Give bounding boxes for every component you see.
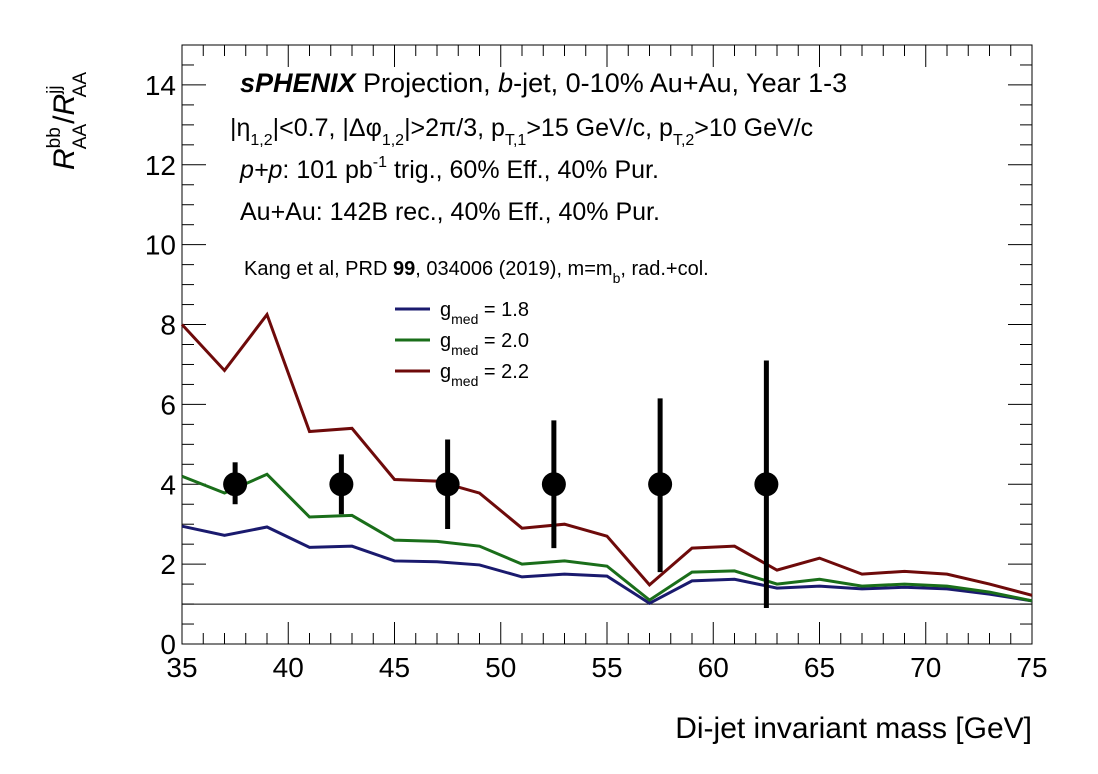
x-tick-label: 70 bbox=[910, 652, 941, 683]
y-tick-label: 14 bbox=[145, 70, 176, 101]
y-tick-label: 0 bbox=[160, 629, 176, 660]
projection-points bbox=[223, 360, 779, 609]
legend-entry: gmed = 1.8 bbox=[395, 299, 529, 327]
x-tick-label: 40 bbox=[273, 652, 304, 683]
data-point bbox=[648, 472, 673, 497]
x-tick-label: 60 bbox=[698, 652, 729, 683]
y-tick-label: 2 bbox=[160, 549, 176, 580]
y-tick-label: 6 bbox=[160, 389, 176, 420]
data-point bbox=[541, 472, 566, 497]
x-tick-label: 45 bbox=[379, 652, 410, 683]
data-point bbox=[754, 472, 779, 497]
y-tick-label: 10 bbox=[145, 230, 176, 261]
series-line-2 bbox=[180, 311, 1033, 597]
axes: 35 40 45 50 55 60 65 70 75 0 2 4 6 8 10 12 14 bbox=[145, 44, 1048, 683]
x-tick-label: 65 bbox=[804, 652, 835, 683]
x-tick-label: 35 bbox=[166, 652, 197, 683]
annotation-line4: Au+Au: 142B rec., 40% Eff., 40% Pur. bbox=[240, 198, 660, 226]
x-axis-title: Di-jet invariant mass [GeV] bbox=[675, 712, 1032, 745]
y-tick-label: 8 bbox=[160, 310, 176, 341]
legend-label: gmed = 2.0 bbox=[440, 330, 529, 358]
data-point bbox=[435, 472, 460, 497]
x-tick-label: 75 bbox=[1016, 652, 1047, 683]
y-axis-title: Rbb AA/Rjj AA bbox=[44, 72, 91, 170]
legend-label: gmed = 1.8 bbox=[440, 299, 529, 327]
y-tick-label: 12 bbox=[145, 150, 176, 181]
annotation-line1: sPHENIX Projection, b-jet, 0-10% Au+Au, … bbox=[240, 68, 847, 98]
x-tick-label: 50 bbox=[485, 652, 516, 683]
series-line-1 bbox=[181, 472, 1033, 603]
annotation-line5: Kang et al, PRD 99, 034006 (2019), m=mb,… bbox=[244, 258, 709, 286]
y-tick-label: 4 bbox=[160, 469, 176, 500]
series-lines bbox=[180, 311, 1033, 606]
annotation-line3: p+p: 101 pb-1 trig., 60% Eff., 40% Pur. bbox=[239, 154, 659, 184]
legend-entry: gmed = 2.0 bbox=[395, 330, 529, 358]
data-point bbox=[329, 472, 354, 497]
legend-label: gmed = 2.2 bbox=[440, 361, 529, 389]
series-line-0 bbox=[181, 524, 1033, 606]
annotation-line2: |η1,2|<0.7, |Δφ1,2|>2π/3, pT,1>15 GeV/c,… bbox=[230, 114, 813, 149]
x-tick-label: 55 bbox=[591, 652, 622, 683]
data-point bbox=[223, 472, 248, 497]
legend: gmed = 1.8 gmed = 2.0 gmed = 2.2 bbox=[395, 299, 529, 389]
legend-entry: gmed = 2.2 bbox=[395, 361, 529, 389]
